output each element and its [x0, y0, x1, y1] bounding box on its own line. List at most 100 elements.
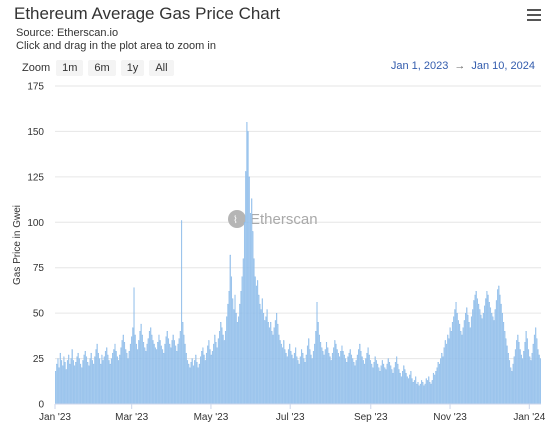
- x-tick-label: Nov '23: [433, 412, 467, 423]
- bar: [247, 131, 249, 405]
- bar: [412, 382, 414, 405]
- bar: [346, 362, 348, 405]
- bar: [499, 294, 501, 405]
- bar: [57, 358, 59, 405]
- bar: [153, 343, 155, 405]
- bar: [242, 258, 244, 405]
- zoom-6m-button[interactable]: 6m: [88, 60, 116, 76]
- bar: [516, 340, 518, 405]
- bar: [459, 323, 461, 405]
- zoom-controls: Zoom 1m 6m 1y All: [22, 60, 179, 76]
- bar: [216, 347, 218, 405]
- bar: [107, 354, 109, 405]
- bar: [302, 352, 304, 405]
- bar: [283, 340, 285, 405]
- bar: [343, 354, 345, 405]
- bar: [220, 322, 222, 405]
- bar: [487, 294, 489, 405]
- bar: [333, 347, 335, 405]
- bar: [462, 327, 464, 405]
- bar: [148, 331, 151, 405]
- bar: [425, 378, 427, 405]
- bar: [156, 349, 158, 405]
- bar: [464, 312, 467, 405]
- bar: [442, 356, 444, 405]
- bar: [347, 356, 349, 405]
- etherscan-watermark: ⌇ Etherscan: [228, 210, 318, 228]
- bar: [189, 367, 191, 405]
- bar: [87, 362, 89, 405]
- bar: [510, 367, 512, 405]
- bar: [506, 345, 508, 405]
- bar: [354, 365, 356, 405]
- bar: [393, 367, 395, 405]
- bar: [83, 354, 85, 405]
- bar: [463, 320, 465, 405]
- bar: [272, 334, 274, 405]
- bar: [248, 176, 250, 405]
- bar: [350, 354, 353, 405]
- bar: [154, 347, 156, 405]
- bar: [243, 222, 246, 405]
- bar: [454, 309, 456, 405]
- bar: [71, 349, 73, 405]
- range-from-input[interactable]: Jan 1, 2023: [390, 60, 449, 72]
- bar: [511, 371, 513, 405]
- bar: [90, 352, 92, 405]
- bar: [323, 354, 325, 405]
- bar: [106, 347, 108, 405]
- bar: [386, 363, 388, 405]
- bar: [135, 343, 137, 405]
- range-to-input[interactable]: Jan 10, 2024: [471, 60, 535, 72]
- range-arrow-icon: →: [454, 60, 466, 72]
- bar: [362, 360, 364, 405]
- bar: [215, 342, 217, 405]
- bar: [388, 362, 391, 405]
- bar: [406, 376, 408, 405]
- hamburger-menu-icon[interactable]: [527, 9, 541, 21]
- bar: [335, 343, 337, 405]
- bar: [270, 322, 272, 405]
- bar: [423, 385, 425, 405]
- zoom-1m-button[interactable]: 1m: [56, 60, 84, 76]
- bar: [85, 356, 88, 405]
- bar: [538, 354, 540, 405]
- bar: [523, 351, 525, 405]
- bar: [273, 327, 275, 405]
- bar: [385, 369, 387, 405]
- bar: [432, 372, 435, 405]
- bar: [104, 351, 107, 405]
- bar: [160, 345, 162, 405]
- bar: [371, 363, 373, 405]
- bar: [183, 334, 185, 405]
- bar: [70, 358, 72, 405]
- bar: [177, 343, 179, 405]
- bar: [419, 383, 421, 405]
- bar: [461, 334, 463, 405]
- bar: [277, 323, 279, 405]
- bar: [292, 358, 294, 405]
- bar: [421, 380, 423, 405]
- zoom-1y-button[interactable]: 1y: [120, 60, 145, 76]
- zoom-all-button[interactable]: All: [149, 60, 174, 76]
- bar: [375, 360, 377, 405]
- bar: [321, 347, 323, 405]
- y-tick-label: 25: [33, 354, 45, 365]
- bar: [137, 349, 139, 405]
- bar: [415, 376, 417, 405]
- bar: [210, 354, 212, 405]
- bar: [397, 363, 399, 405]
- bar: [404, 369, 406, 405]
- bar: [348, 352, 350, 405]
- bar: [417, 382, 419, 405]
- bar: [96, 343, 98, 405]
- bar: [322, 351, 324, 405]
- bar: [262, 312, 265, 405]
- bar: [69, 363, 71, 405]
- bar: [441, 352, 443, 405]
- bar: [358, 349, 360, 405]
- bar: [513, 356, 515, 405]
- bar: [533, 334, 536, 405]
- bar: [482, 312, 484, 405]
